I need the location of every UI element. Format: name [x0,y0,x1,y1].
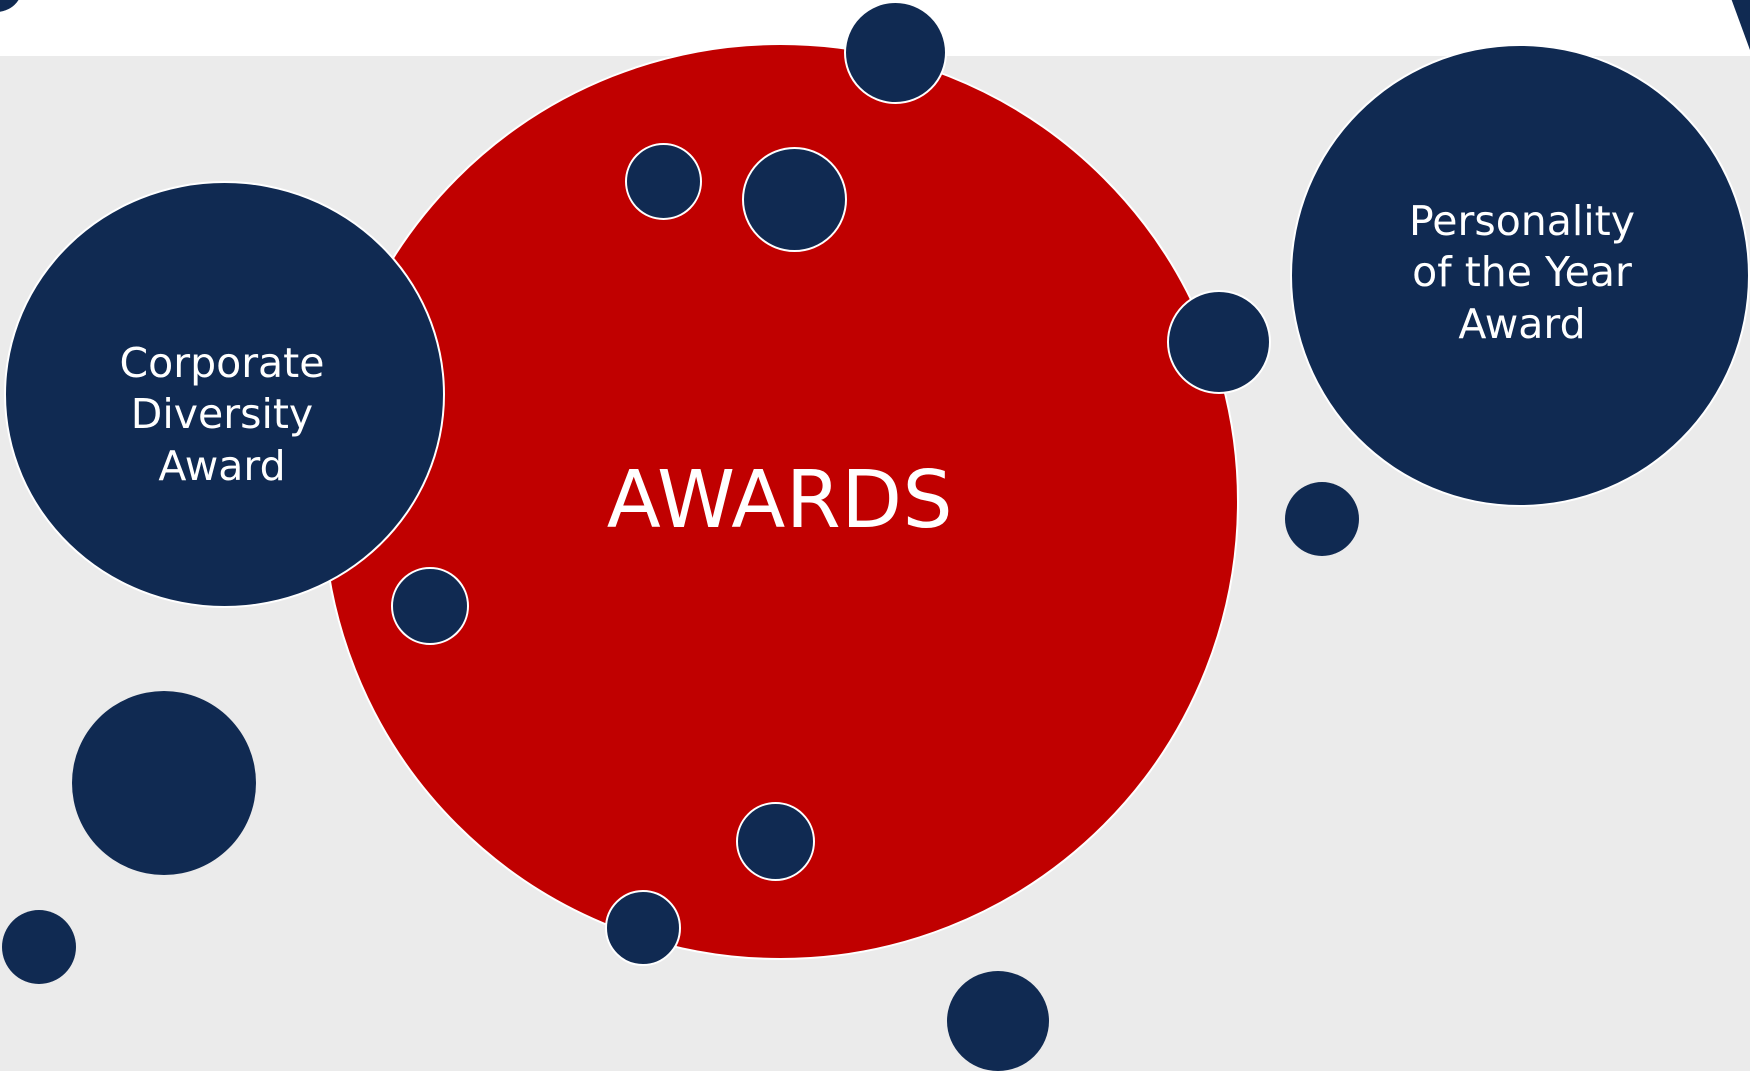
decorative-bubble [72,691,256,875]
personality-of-the-year-award-circle [1290,44,1750,507]
awards-title: AWARDS [606,454,954,546]
decorative-bubble [736,802,815,881]
corporate-diversity-award-label: Corporate Diversity Award [119,339,325,490]
decorative-bubble [947,971,1049,1071]
decorative-bubble [605,890,681,966]
decorative-bubble [391,567,469,645]
personality-of-the-year-award-label: Personality of the Year Award [1408,197,1636,348]
decorative-bubble [844,1,947,104]
decorative-bubble [742,147,847,252]
decorative-bubble [1285,482,1359,556]
decorative-bubble [2,910,76,984]
decorative-bubble [1167,290,1271,394]
decorative-bubble [625,143,702,220]
corporate-diversity-award-circle [4,181,445,608]
